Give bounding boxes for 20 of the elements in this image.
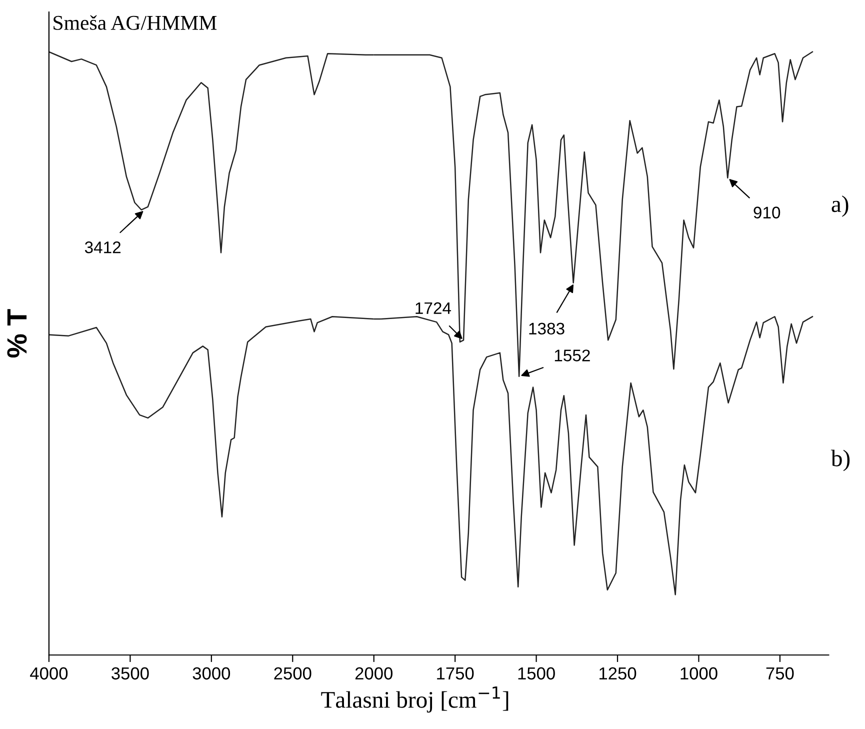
- chart-title: Smeša AG/HMMM: [54, 15, 217, 30]
- x-tick-label: 4000: [30, 667, 68, 680]
- x-tick-label: 3500: [112, 667, 149, 680]
- y-axis-title: % T: [7, 309, 27, 358]
- x-tick-label: 1500: [518, 667, 555, 680]
- annotation: 910: [754, 206, 780, 218]
- x-tick-label: 3000: [192, 667, 230, 680]
- annotation: 1552: [554, 350, 590, 362]
- annotation: 1724: [416, 302, 452, 314]
- text: b): [830, 450, 850, 472]
- annotation: 3412: [84, 241, 121, 254]
- x-tick-label: 2500: [274, 667, 312, 680]
- x-tick-label: 1000: [680, 667, 718, 680]
- x-tick-label: 1750: [437, 667, 474, 680]
- x-tick-label: 2000: [355, 667, 392, 680]
- x-tick-label: 750: [766, 667, 794, 680]
- x-axis-title: Talasni broj [cm$^{−1}$]: [321, 686, 508, 713]
- text: a): [832, 196, 848, 217]
- annotation: 1383: [529, 322, 564, 335]
- x-tick-label: 1250: [600, 667, 636, 680]
